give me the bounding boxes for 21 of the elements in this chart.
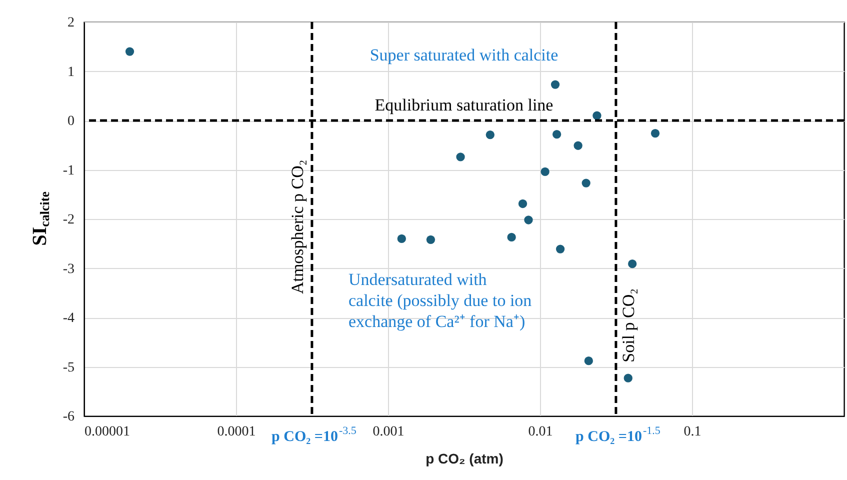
x-tick-label: 0.001 xyxy=(372,424,404,440)
ref-line-label: Equlibrium saturation line xyxy=(374,96,554,114)
x-tick-label: 0.00001 xyxy=(84,424,130,440)
x-tick-label: 0.1 xyxy=(684,424,702,440)
y-tick-label: 0 xyxy=(68,114,74,129)
ref-line-label: Soil p CO₂ xyxy=(618,288,638,362)
y-tick-label: -6 xyxy=(62,410,74,424)
y-tick-label: -2 xyxy=(62,212,74,228)
x-tick-label: 0.01 xyxy=(528,424,553,440)
y-tick-label: 1 xyxy=(68,64,74,80)
annotation: Undersaturated with calcite (possibly due to ion exchange of Ca²⁺ for Na⁺) xyxy=(348,270,532,332)
y-tick-label: 2 xyxy=(68,16,74,30)
annotation: Super saturated with calcite xyxy=(370,45,558,64)
ref-line-label: Atmospheric p CO₂ xyxy=(288,160,307,294)
y-tick-label: -3 xyxy=(62,262,74,277)
y-tick-label: -1 xyxy=(62,163,74,178)
x-tick-label: 0.0001 xyxy=(217,424,256,440)
y-tick-label: -4 xyxy=(62,311,74,326)
y-tick-label: -5 xyxy=(62,360,74,376)
y-axis-title: SIcalcite xyxy=(29,191,52,246)
x-axis-title: p CO₂ (atm) xyxy=(426,450,504,466)
